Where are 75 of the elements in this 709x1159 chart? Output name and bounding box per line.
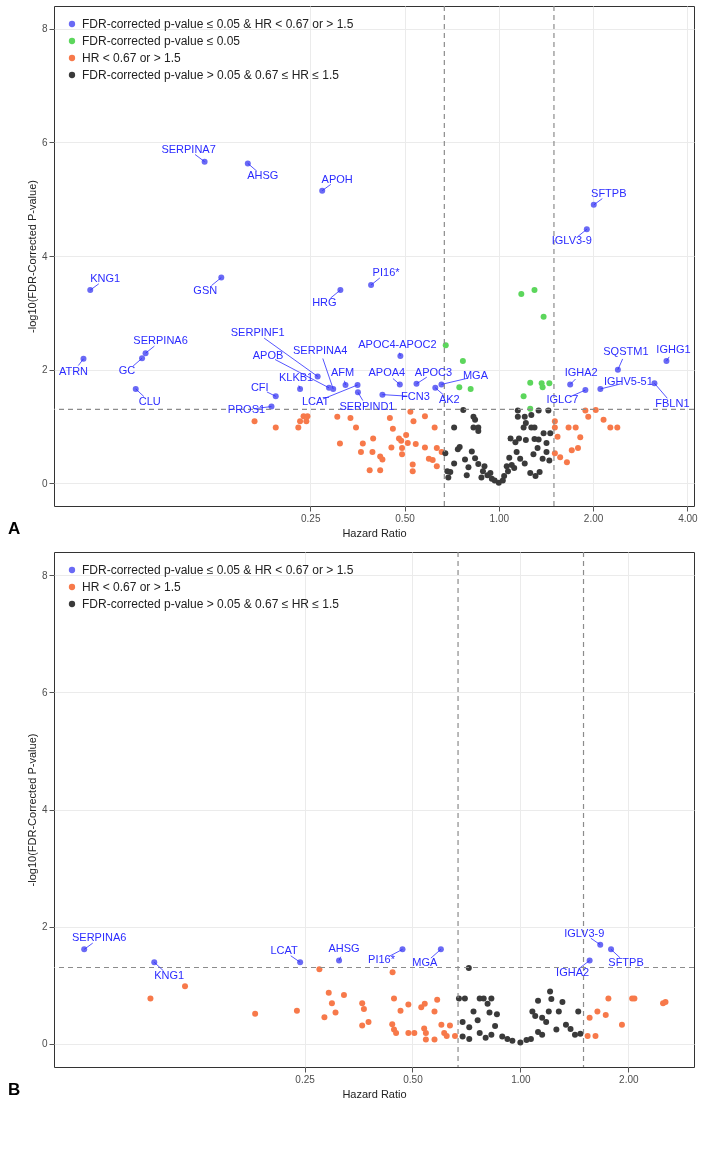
- annotation: LCAT: [270, 944, 299, 957]
- y-tick-label: 8: [41, 569, 48, 581]
- annotation: HRG: [312, 296, 337, 309]
- x-tick-label: 0.50: [403, 1073, 424, 1085]
- annotation: GSN: [193, 283, 218, 296]
- y-tick-label: 0: [41, 1038, 48, 1050]
- annotation: SERPIND1: [339, 400, 395, 413]
- x-tick-label: 0.25: [295, 1073, 316, 1085]
- annotation: MGA: [462, 369, 489, 382]
- y-tick-label: 4: [41, 250, 48, 262]
- annotation: LCAT: [301, 394, 330, 407]
- annotation: SERPINA7: [161, 142, 216, 155]
- annotation: KNG1: [154, 969, 185, 982]
- legend-label: FDR-corrected p-value ≤ 0.05 & HR < 0.67 or > 1.5: [82, 17, 354, 31]
- x-tick-label: 0.50: [395, 512, 416, 524]
- annotation: IGLC7: [546, 393, 579, 406]
- annotation: APOA4: [368, 366, 406, 379]
- legend-label: HR < 0.67 or > 1.5: [82, 51, 182, 65]
- legend-label: FDR-corrected p-value ≤ 0.05 & HR < 0.67 or > 1.5: [82, 563, 354, 577]
- annotation: FBLN1: [655, 397, 690, 410]
- annotation: IGLV3-9: [551, 234, 592, 247]
- annotation: AHSG: [328, 942, 360, 955]
- annotation: SFTPB: [591, 186, 627, 199]
- annotation: PROS1: [227, 402, 266, 415]
- y-tick-label: 2: [41, 364, 48, 376]
- x-tick-label: 4.00: [678, 512, 699, 524]
- x-tick-label: 0.25: [301, 512, 321, 524]
- y-tick-label: 6: [41, 686, 48, 698]
- annotation: APOC3: [414, 365, 453, 378]
- x-tick-label: 1.00: [489, 512, 510, 524]
- annotation: AFM: [330, 365, 355, 378]
- legend-label: FDR-corrected p-value > 0.05 & 0.67 ≤ HR ≤ 1.5: [82, 68, 340, 82]
- annotation: PI16*: [368, 953, 396, 966]
- y-axis-title: -log10(FDR-Corrected P-value): [25, 733, 38, 887]
- x-tick-label: 2.00: [583, 512, 604, 524]
- annotation: KLKB1: [278, 370, 314, 383]
- annotation: IGHG1: [656, 343, 691, 356]
- annotation: SERPINF1: [230, 326, 285, 339]
- annotation: APOC4-APOC2: [358, 338, 437, 350]
- annotation: FCN3: [401, 389, 430, 402]
- annotation: IGLV3-9: [564, 926, 605, 939]
- text: B: [8, 1080, 21, 1099]
- x-tick-label: 1.00: [511, 1073, 532, 1085]
- annotation: SERPINA6: [133, 334, 188, 347]
- annotation: KNG1: [90, 272, 121, 285]
- annotation: IGHA2: [556, 966, 590, 979]
- y-tick-label: 6: [41, 136, 48, 148]
- x-axis-title: Hazard Ratio: [342, 526, 407, 539]
- annotation: PI16*: [372, 265, 401, 278]
- annotation: AHSG: [247, 169, 279, 182]
- y-tick-label: 8: [41, 23, 48, 35]
- annotation: APOB: [252, 348, 284, 361]
- annotation: SFTPB: [608, 956, 644, 969]
- annotation: AK2: [438, 392, 460, 405]
- legend-label: HR < 0.67 or > 1.5: [82, 580, 182, 594]
- annotation: MGA: [412, 956, 439, 969]
- legend-label: FDR-corrected p-value > 0.05 & 0.67 ≤ HR ≤ 1.5: [82, 597, 340, 611]
- annotation: IGHA2: [564, 366, 598, 379]
- y-tick-label: 2: [41, 921, 48, 933]
- annotation: GC: [118, 364, 136, 377]
- annotation: APOH: [321, 172, 353, 185]
- annotation: SERPINA6: [71, 931, 127, 944]
- annotation: CLU: [138, 394, 161, 407]
- x-tick-label: 2.00: [619, 1073, 639, 1085]
- y-tick-label: 4: [41, 804, 48, 815]
- annotation: CFI: [250, 381, 269, 394]
- annotation: SERPINA4: [293, 343, 348, 356]
- annotation: ATRN: [58, 364, 89, 377]
- annotation: IGHV5-51: [603, 374, 653, 387]
- legend-label: FDR-corrected p-value ≤ 0.05: [82, 34, 241, 48]
- y-tick-label: 0: [41, 477, 48, 489]
- x-axis-title: Hazard Ratio: [342, 1087, 407, 1100]
- text: A: [8, 519, 21, 538]
- annotation: SQSTM1: [603, 344, 649, 357]
- y-axis-title: -log10(FDR-Corrected P-value): [25, 180, 38, 333]
